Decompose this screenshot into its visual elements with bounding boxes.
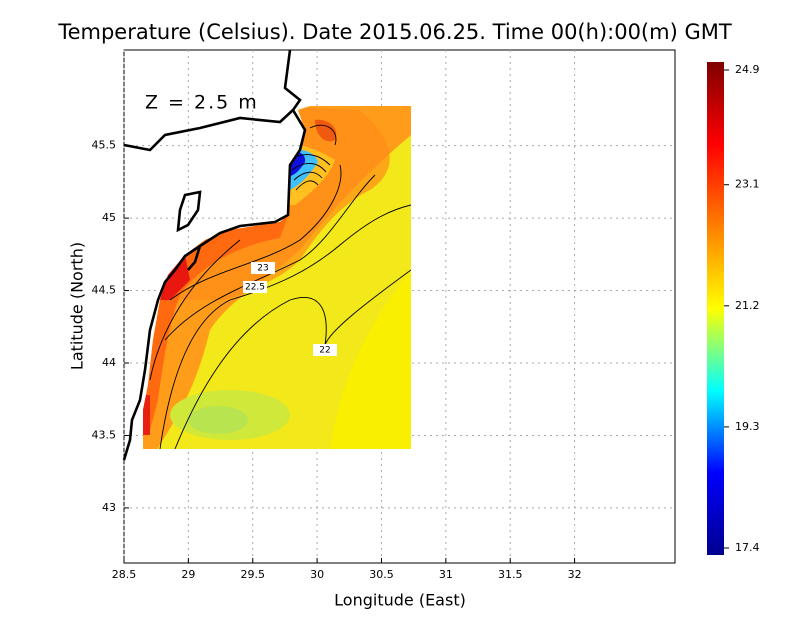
y-tick-label: 45.5 <box>92 139 117 152</box>
contour-label-bg <box>243 281 267 293</box>
contour-label: 22.5 <box>245 283 265 293</box>
contour-lines <box>149 124 411 449</box>
x-tick-label: 30.5 <box>369 568 394 581</box>
contour-label-bg <box>251 262 275 274</box>
x-tick-label: 29 <box>181 568 195 581</box>
y-tick-label: 43.5 <box>92 428 117 441</box>
y-tick-label: 45 <box>102 211 116 224</box>
y-tick-label: 44 <box>102 356 116 369</box>
y-tick-label: 43 <box>102 501 116 514</box>
contour-label-bg <box>313 344 337 356</box>
x-tick-label: 29.5 <box>240 568 265 581</box>
x-tick-label: 31.5 <box>498 568 523 581</box>
y-tick-label: 44.5 <box>92 284 117 297</box>
contour-label: 22 <box>319 346 330 356</box>
colorbar-tick-label: 24.9 <box>735 63 760 76</box>
x-tick-label: 31 <box>439 568 453 581</box>
x-tick-label: 32 <box>568 568 582 581</box>
colorbar-tick-label: 23.1 <box>735 178 760 191</box>
contour-label: 23 <box>257 264 268 274</box>
colorbar-tick-label: 17.4 <box>735 541 760 554</box>
x-tick-label: 28.5 <box>112 568 137 581</box>
coastline <box>122 49 307 461</box>
colorbar <box>707 62 724 555</box>
x-axis-label: Longitude (East) <box>334 591 466 610</box>
colorbar-tick-label: 19.3 <box>735 420 760 433</box>
y-axis-label: Latitude (North) <box>68 242 87 370</box>
colorbar-tick-label: 21.2 <box>735 299 760 312</box>
x-tick-label: 30 <box>310 568 324 581</box>
depth-label: Z = 2.5 m <box>145 92 259 114</box>
chart-title: Temperature (Celsius). Date 2015.06.25. … <box>57 20 732 44</box>
